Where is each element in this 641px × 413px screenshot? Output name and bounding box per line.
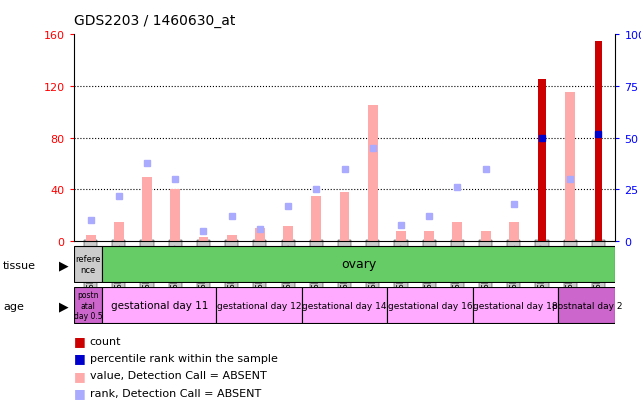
Text: ▶: ▶: [59, 259, 69, 272]
Text: age: age: [3, 301, 24, 311]
Text: GDS2203 / 1460630_at: GDS2203 / 1460630_at: [74, 14, 235, 28]
Text: ▶: ▶: [59, 300, 69, 313]
Text: gestational day 12: gestational day 12: [217, 301, 301, 310]
Text: ■: ■: [74, 386, 85, 399]
Text: value, Detection Call = ABSENT: value, Detection Call = ABSENT: [90, 370, 267, 380]
Bar: [473, 288, 558, 323]
Bar: [86, 235, 96, 242]
Text: refere
nce: refere nce: [75, 255, 101, 274]
Text: tissue: tissue: [3, 260, 36, 270]
Bar: [340, 192, 349, 242]
Bar: [283, 226, 293, 242]
Text: postn
atal
day 0.5: postn atal day 0.5: [74, 291, 103, 320]
Bar: [302, 288, 387, 323]
Text: gestational day 18: gestational day 18: [473, 301, 558, 310]
Text: ■: ■: [74, 351, 85, 365]
Bar: [142, 177, 152, 242]
Bar: [538, 80, 545, 242]
Text: ■: ■: [74, 369, 85, 382]
Bar: [255, 229, 265, 242]
Bar: [74, 288, 102, 323]
Bar: [509, 222, 519, 242]
Bar: [74, 247, 102, 282]
Bar: [558, 288, 615, 323]
Bar: [595, 42, 602, 242]
Bar: [481, 231, 490, 242]
Bar: [387, 288, 473, 323]
Bar: [114, 222, 124, 242]
Text: ovary: ovary: [341, 258, 376, 271]
Bar: [396, 231, 406, 242]
Bar: [312, 197, 321, 242]
Text: percentile rank within the sample: percentile rank within the sample: [90, 353, 278, 363]
Bar: [199, 238, 208, 242]
Bar: [368, 106, 378, 242]
Text: gestational day 14: gestational day 14: [303, 301, 387, 310]
Text: postnatal day 2: postnatal day 2: [552, 301, 622, 310]
Bar: [565, 93, 575, 242]
Bar: [102, 288, 216, 323]
Bar: [227, 235, 237, 242]
Bar: [453, 222, 462, 242]
Text: count: count: [90, 336, 121, 346]
Text: rank, Detection Call = ABSENT: rank, Detection Call = ABSENT: [90, 388, 261, 398]
Text: gestational day 11: gestational day 11: [110, 301, 208, 311]
Text: ■: ■: [74, 334, 85, 347]
Text: gestational day 16: gestational day 16: [388, 301, 472, 310]
Bar: [171, 190, 180, 242]
Bar: [216, 288, 302, 323]
Bar: [424, 231, 434, 242]
